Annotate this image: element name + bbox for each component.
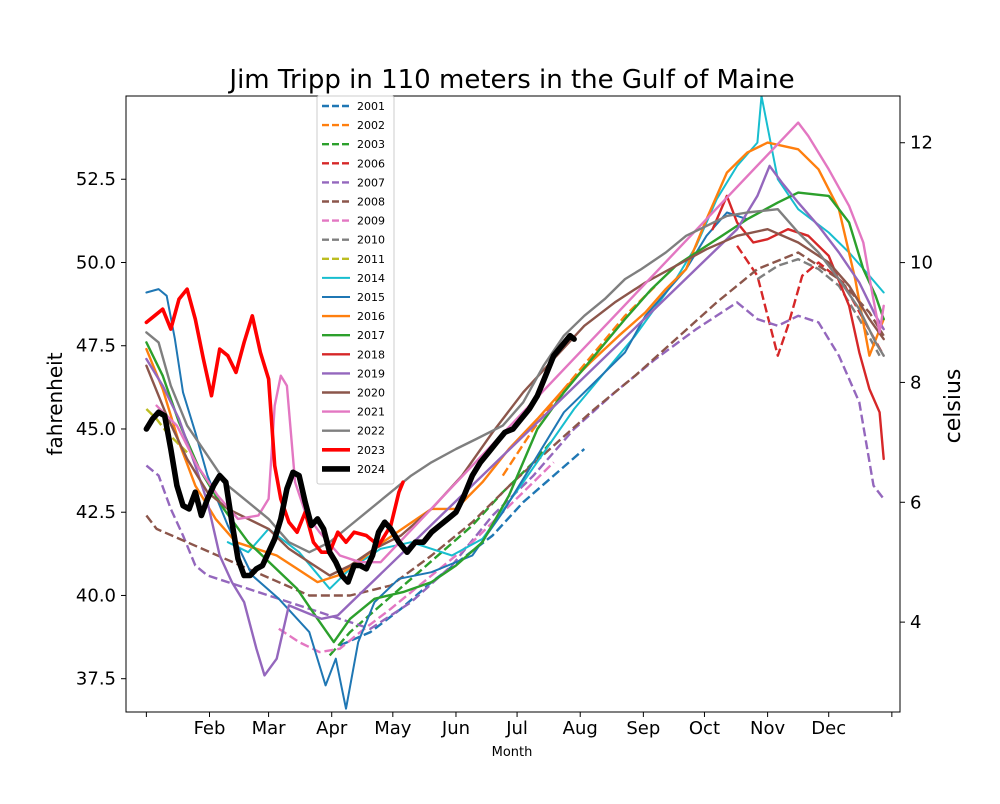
y-right-tick-label: 8 [910, 372, 921, 393]
legend: 2001 2002 2003 2006 2007 2008 2009 2010 2011 2014… [316, 95, 395, 485]
y-axis-label: fahrenheit [43, 352, 67, 455]
y-axis-right: 4 6 8 10 12 [900, 133, 933, 633]
legend-label-2010: 2010 [357, 234, 385, 247]
legend-label-2018: 2018 [357, 348, 385, 361]
series-layer [143, 96, 885, 710]
series-line-2024 [143, 332, 577, 585]
x-tick-label: May [374, 718, 412, 739]
series-line-2003 [328, 438, 555, 657]
legend-label-2023: 2023 [357, 444, 385, 457]
legend-label-2022: 2022 [357, 425, 385, 438]
x-tick-label: Jun [441, 718, 470, 739]
series-line-2002 [501, 284, 657, 477]
y-tick-label: 42.5 [76, 502, 116, 523]
legend-label-2006: 2006 [357, 157, 385, 170]
legend-label-2016: 2016 [357, 310, 385, 323]
x-tick-label: Mar [252, 718, 287, 739]
x-tick-label: Sep [626, 718, 660, 739]
x-axis: Feb Mar Apr May Jun Jul Aug Sep Oct Nov Dec [145, 712, 893, 739]
y-tick-label: 40.0 [76, 585, 116, 606]
y-tick-label: 45.0 [76, 419, 116, 440]
x-axis-label: Month [492, 745, 533, 760]
legend-label-2008: 2008 [357, 196, 385, 209]
y-tick-label: 37.5 [76, 669, 116, 690]
legend-label-2020: 2020 [357, 387, 385, 400]
legend-label-2002: 2002 [357, 119, 385, 132]
x-tick-label: Oct [689, 718, 720, 739]
series-line-2008 [145, 251, 885, 597]
y-axis-left: 37.5 40.0 42.5 45.0 47.5 50.0 52.5 [76, 169, 126, 690]
x-tick-label: Dec [811, 718, 846, 739]
legend-label-2021: 2021 [357, 406, 385, 419]
x-tick-label: Jul [505, 718, 528, 739]
y-right-tick-label: 12 [910, 133, 933, 154]
chart-title: Jim Tripp in 110 meters in the Gulf of M… [227, 65, 794, 95]
legend-label-2009: 2009 [357, 215, 385, 228]
series-line-2018 [711, 194, 885, 461]
y-tick-label: 47.5 [76, 336, 116, 357]
y-tick-label: 50.0 [76, 252, 116, 273]
y-right-tick-label: 10 [910, 253, 933, 274]
legend-label-2014: 2014 [357, 272, 385, 285]
series-line-2010 [756, 258, 881, 357]
legend-label-2011: 2011 [357, 253, 385, 266]
legend-label-2007: 2007 [357, 176, 385, 189]
series-line-2023 [144, 287, 405, 554]
x-tick-label: Aug [563, 718, 598, 739]
series-line-2022 [145, 208, 885, 554]
plot-frame [125, 95, 901, 713]
y-right-tick-label: 4 [910, 612, 921, 633]
x-tick-label: Feb [194, 718, 226, 739]
x-tick-label: Nov [750, 718, 785, 739]
y-axis-label-right: celsius [941, 369, 966, 444]
y-tick-label: 52.5 [76, 169, 116, 190]
x-tick-label: Apr [316, 718, 348, 739]
legend-label-2015: 2015 [357, 291, 385, 304]
legend-label-2024: 2024 [357, 463, 385, 476]
legend-label-2001: 2001 [357, 100, 385, 113]
series-line-2015 [145, 211, 749, 710]
legend-label-2019: 2019 [357, 367, 385, 380]
legend-label-2003: 2003 [357, 138, 385, 151]
y-right-tick-label: 6 [910, 492, 921, 513]
legend-box [316, 95, 395, 485]
legend-label-2017: 2017 [357, 329, 385, 342]
